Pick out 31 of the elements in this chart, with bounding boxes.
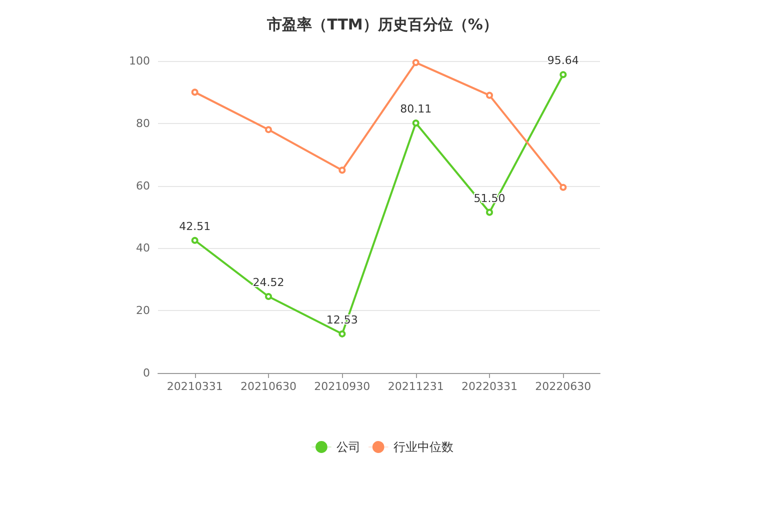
point [412, 59, 420, 66]
legend-label: 行业中位数 [393, 440, 454, 454]
x-tick-label: 20211231 [388, 380, 444, 393]
point [560, 184, 567, 191]
x-tick-label: 20220331 [462, 380, 518, 393]
x-tick-label: 20210630 [240, 380, 296, 393]
point [265, 293, 272, 300]
data-label: 24.52 [252, 276, 284, 289]
x-tick-label: 20210930 [314, 380, 370, 393]
legend-label: 公司 [336, 440, 360, 454]
point [486, 208, 493, 216]
point [191, 88, 198, 96]
point [560, 71, 567, 78]
y-tick-label: 100 [129, 54, 150, 68]
data-label: 42.51 [179, 220, 211, 233]
y-tick-label: 40 [136, 242, 150, 255]
point [338, 330, 346, 338]
point [412, 120, 420, 127]
data-label: 80.11 [400, 102, 432, 116]
point [338, 166, 346, 174]
y-tick-label: 80 [136, 116, 150, 130]
x-tick-label: 20210331 [166, 380, 223, 393]
y-tick-label: 0 [143, 366, 150, 380]
point [191, 236, 198, 244]
x-tick-label: 20220630 [535, 380, 592, 393]
y-tick-label: 60 [136, 179, 150, 192]
data-label: 95.64 [547, 54, 579, 68]
chart-title: 市盈率（TTM）历史百分位（%） [266, 16, 498, 34]
y-tick-label: 20 [136, 304, 150, 318]
point [265, 126, 272, 134]
point [486, 92, 493, 99]
